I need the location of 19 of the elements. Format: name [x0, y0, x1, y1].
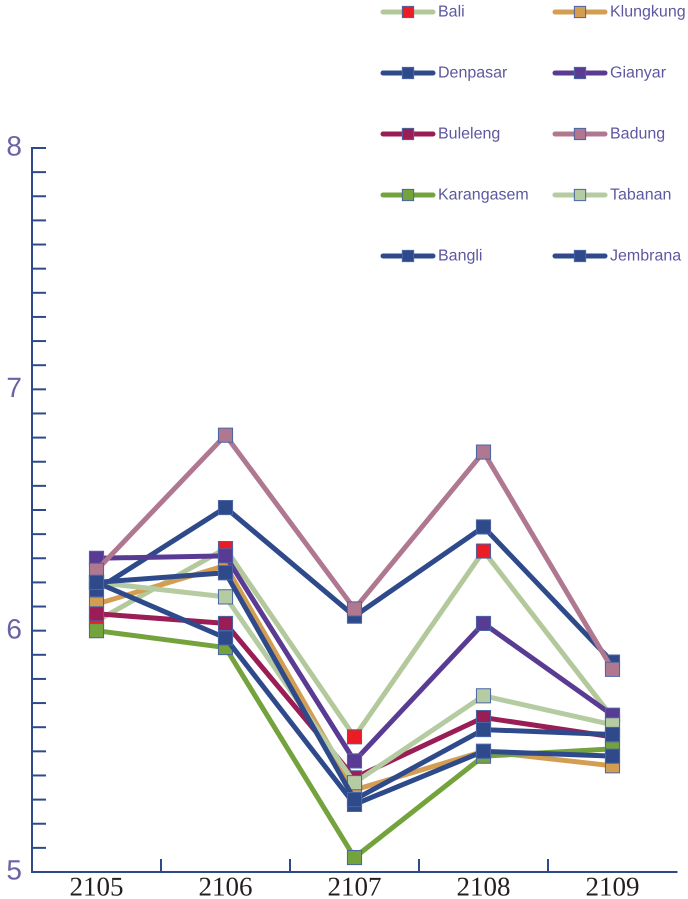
legend-label: Buleleng — [438, 125, 500, 142]
legend-label: Bali — [438, 3, 465, 20]
x-tick-label: 2109 — [586, 871, 640, 899]
legend-label: Denpasar — [438, 64, 508, 82]
legend-label: Karangasem — [438, 186, 529, 204]
legend-label: Bangli — [438, 247, 482, 264]
x-tick-label: 2108 — [456, 871, 510, 899]
x-tick-label: 2107 — [328, 871, 382, 899]
x-tick-label: 2105 — [70, 871, 124, 899]
x-tick-label: 2106 — [198, 871, 252, 899]
legend-label: Klungkung — [610, 3, 686, 20]
y-tick-label: 7 — [6, 372, 22, 404]
y-tick-label: 5 — [6, 854, 22, 886]
legend-label: Badung — [610, 125, 666, 142]
legend-label: Gianyar — [610, 64, 667, 82]
y-tick-label: 8 — [6, 130, 22, 162]
legend-label: Jembrana — [610, 247, 682, 264]
legend-label: Tabanan — [610, 186, 672, 204]
y-tick-label: 6 — [6, 613, 22, 644]
